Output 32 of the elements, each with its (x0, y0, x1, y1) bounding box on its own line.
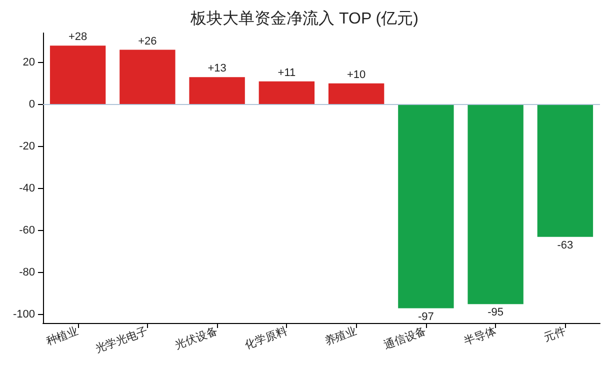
bar (120, 50, 176, 104)
data-label: +10 (346, 68, 366, 81)
y-tick-label: -40 (19, 182, 35, 195)
y-tick-label: 0 (28, 98, 35, 110)
x-tick-label: 通信设备 (382, 324, 428, 352)
bar (258, 81, 315, 104)
x-tick-label: 半导体 (462, 324, 498, 348)
bar (537, 104, 594, 237)
x-tick-label: 光学光电子 (93, 324, 150, 356)
data-label: +26 (138, 35, 157, 48)
bar (189, 77, 245, 104)
bar (50, 46, 106, 104)
bar (328, 83, 384, 104)
y-tick-label: 20 (22, 56, 35, 68)
y-tick-label: -80 (19, 266, 35, 279)
bar (398, 104, 454, 308)
data-label: +11 (278, 66, 296, 79)
chart-title: 板块大单资金净流入 TOP (亿元) (190, 10, 418, 28)
bar (468, 104, 524, 304)
y-tick-label: -20 (19, 140, 35, 152)
x-tick-label: 种植业 (44, 324, 80, 348)
y-tick-label: -60 (19, 224, 35, 237)
x-tick-label: 化学原料 (242, 324, 289, 352)
data-label: +28 (68, 31, 88, 44)
x-tick-label: 光伏设备 (173, 324, 220, 352)
data-label: -95 (488, 306, 504, 319)
data-label: +13 (208, 62, 226, 75)
x-tick-label: 元件 (542, 325, 568, 344)
data-label: -63 (557, 239, 574, 252)
y-tick-label: -100 (12, 308, 35, 321)
x-tick-label: 养殖业 (322, 324, 358, 348)
data-label: -97 (418, 310, 434, 323)
